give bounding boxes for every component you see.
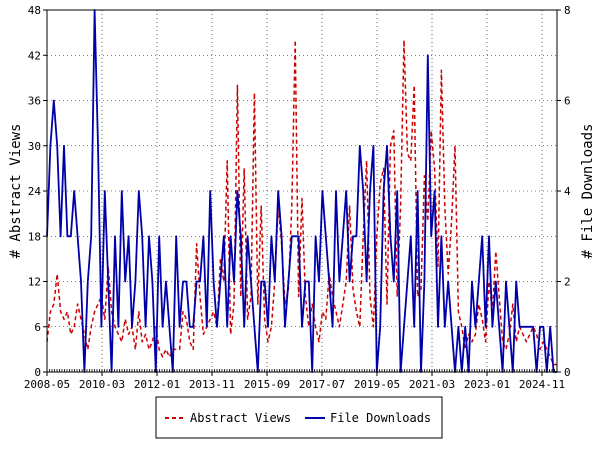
y-right-tick-label: 0 xyxy=(564,366,571,379)
y-right-tick-label: 2 xyxy=(564,276,571,289)
y-left-tick-label: 6 xyxy=(34,321,41,334)
axes: 2008-05 2010-03 2012-01 2013-11 2015-09 2017-… xyxy=(24,4,571,391)
right-axis-title: # File Downloads xyxy=(580,124,596,259)
y-left-tick-label: 18 xyxy=(28,230,41,243)
legend-label-file-downloads: File Downloads xyxy=(330,411,431,425)
y-right-tick-label: 4 xyxy=(564,185,571,198)
y-left-tick-label: 12 xyxy=(28,276,41,289)
left-axis-title: # Abstract Views xyxy=(8,124,24,259)
legend: Abstract Views File Downloads xyxy=(155,396,443,439)
x-tick-label: 2010-03 xyxy=(79,378,125,391)
x-tick-label: 2015-09 xyxy=(244,378,290,391)
series-group xyxy=(46,9,557,373)
y-left-tick-label: 42 xyxy=(28,49,41,62)
x-tick-label: 2019-05 xyxy=(354,378,400,391)
y-left-tick-label: 24 xyxy=(28,185,42,198)
y-left-tick-label: 36 xyxy=(28,95,41,108)
y-left-tick-label: 48 xyxy=(28,4,41,17)
x-tick-label: 2008-05 xyxy=(24,378,70,391)
x-tick-label: 2017-07 xyxy=(299,378,345,391)
series-line-file-downloads xyxy=(46,9,557,373)
x-tick-label: 2021-03 xyxy=(409,378,455,391)
y-right-tick-label: 6 xyxy=(564,95,571,108)
y-left-tick-label: 0 xyxy=(34,366,41,379)
x-tick-label: 2012-01 xyxy=(134,378,180,391)
gridlines xyxy=(46,10,557,372)
y-right-tick-label: 8 xyxy=(564,4,571,17)
x-tick-label: 2023-01 xyxy=(464,378,510,391)
legend-box xyxy=(155,396,443,439)
x-tick-label: 2024-11 xyxy=(519,378,565,391)
legend-label-abstract-views: Abstract Views xyxy=(190,411,291,425)
x-tick-label: 2013-11 xyxy=(189,378,235,391)
y-left-tick-label: 30 xyxy=(28,140,41,153)
